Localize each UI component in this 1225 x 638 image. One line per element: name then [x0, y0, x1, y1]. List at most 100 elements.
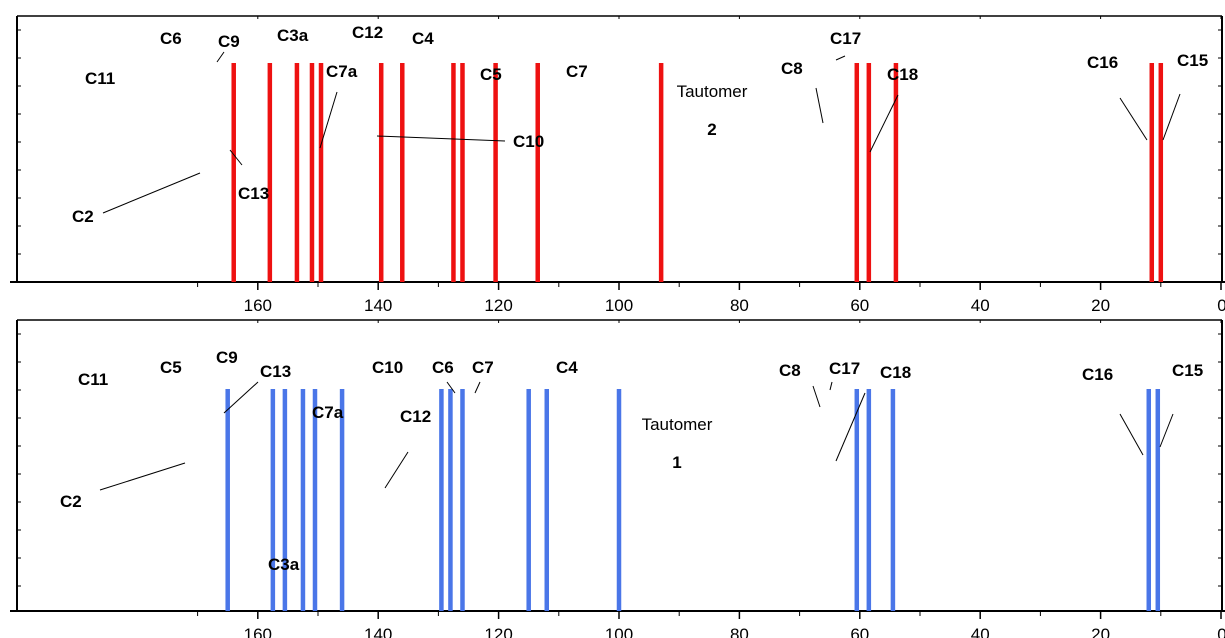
- peak-label: C9: [216, 348, 238, 367]
- label-leader-line: [835, 55, 846, 61]
- peak-bar: [616, 389, 622, 611]
- peak-bar: [460, 389, 465, 611]
- peak-bar: [267, 63, 273, 282]
- label-leader-line: [1159, 413, 1174, 448]
- x-tick-label: 60: [850, 625, 869, 638]
- chart-subtitle: 1: [672, 453, 681, 472]
- peak-bar: [439, 389, 444, 611]
- peak-bar: [854, 389, 860, 611]
- label-leader-line: [815, 87, 824, 124]
- x-tick-label: 60: [850, 296, 869, 315]
- peak-label: C18: [880, 363, 911, 382]
- label-leader-line: [229, 149, 243, 166]
- peak-label: C2: [72, 207, 94, 226]
- x-tick-label: 120: [484, 625, 512, 638]
- spectrum-panel-tautomer-1: 160 140 120 100 80 60 40 20 0 C11 C5 C9 C13 C10 C6 C7 C4…: [10, 319, 1225, 638]
- peak-bar: [893, 63, 899, 282]
- x-tick-label: 160: [244, 296, 272, 315]
- peak-bar: [890, 389, 896, 611]
- peak-bar: [526, 389, 531, 611]
- x-tick-label: 20: [1091, 625, 1110, 638]
- label-leader-line: [216, 51, 225, 63]
- x-tick-label: 140: [364, 296, 392, 315]
- peak-label: C3a: [268, 555, 300, 574]
- peak-label: C9: [218, 32, 240, 51]
- peak-label: C3a: [277, 26, 309, 45]
- peak-label: C4: [412, 29, 434, 48]
- label-leader-line: [1119, 413, 1144, 456]
- peak-label: C7a: [326, 62, 358, 81]
- peak-bar: [309, 63, 315, 282]
- peak-label: C5: [160, 358, 182, 377]
- x-tick-label: 80: [730, 296, 749, 315]
- label-leader-line: [384, 451, 409, 489]
- peak-bar: [854, 63, 860, 282]
- peak-bar: [451, 63, 456, 282]
- peak-bar: [282, 389, 288, 611]
- label-leader-line: [1162, 93, 1181, 141]
- peak-bar: [493, 63, 498, 282]
- label-leader-line: [102, 172, 201, 214]
- peak-label: C7: [472, 358, 494, 377]
- label-leader-line: [869, 94, 899, 153]
- peak-label: C8: [779, 361, 801, 380]
- peak-bar: [866, 389, 872, 611]
- peak-bar: [400, 63, 405, 282]
- peak-bar: [312, 389, 318, 611]
- peak-label: C15: [1177, 51, 1208, 70]
- label-leader-line: [99, 462, 186, 491]
- peak-label: C16: [1082, 365, 1113, 384]
- x-tick-label: 0: [1217, 296, 1225, 315]
- peak-bar: [460, 63, 465, 282]
- peak-bar: [866, 63, 872, 282]
- label-leader-line: [319, 91, 338, 149]
- chart-title: Tautomer: [677, 82, 748, 101]
- x-tick-label: 160: [244, 625, 272, 638]
- x-tick-label: 140: [364, 625, 392, 638]
- peak-label: C6: [160, 29, 182, 48]
- peak-label: C17: [829, 359, 860, 378]
- peak-label: C17: [830, 29, 861, 48]
- peak-label: C12: [400, 407, 431, 426]
- chart-title: Tautomer: [642, 415, 713, 434]
- peak-label: C7a: [312, 403, 344, 422]
- peak-label: C18: [887, 65, 918, 84]
- peak-label: C7: [566, 62, 588, 81]
- peak-label: C11: [85, 69, 115, 88]
- peak-label: C11: [78, 370, 108, 389]
- peak-label: C13: [238, 184, 269, 203]
- peak-bar: [658, 63, 664, 282]
- peak-label: C6: [432, 358, 454, 377]
- peak-label: C12: [352, 23, 383, 42]
- peak-label: C8: [781, 59, 803, 78]
- x-tick-label: 40: [971, 296, 990, 315]
- peak-bar: [318, 63, 324, 282]
- peak-bar: [1146, 389, 1152, 611]
- peak-label: C13: [260, 362, 291, 381]
- peak-bar: [225, 389, 230, 611]
- label-leader-line: [474, 381, 481, 394]
- peak-bar: [1158, 63, 1164, 282]
- peak-bar: [300, 389, 306, 611]
- peak-label: C2: [60, 492, 82, 511]
- label-leader-line: [835, 392, 866, 462]
- peak-bar: [448, 389, 453, 611]
- peak-bar: [535, 63, 540, 282]
- label-leader-line: [829, 381, 833, 391]
- peak-label: C10: [513, 132, 544, 151]
- label-leader-line: [812, 385, 821, 408]
- peak-label: C15: [1172, 361, 1203, 380]
- label-leader-line: [376, 135, 506, 142]
- peak-bar: [1149, 63, 1155, 282]
- label-leader-line: [223, 381, 259, 414]
- peak-label: C5: [480, 65, 502, 84]
- peak-bar: [544, 389, 550, 611]
- x-tick-label: 100: [605, 296, 633, 315]
- x-tick-label: 0: [1217, 625, 1225, 638]
- chart-subtitle: 2: [707, 120, 716, 139]
- peak-bar: [231, 63, 236, 282]
- peak-label: C16: [1087, 53, 1118, 72]
- peak-bar: [294, 63, 300, 282]
- x-tick-label: 100: [605, 625, 633, 638]
- label-leader-line: [1119, 97, 1148, 141]
